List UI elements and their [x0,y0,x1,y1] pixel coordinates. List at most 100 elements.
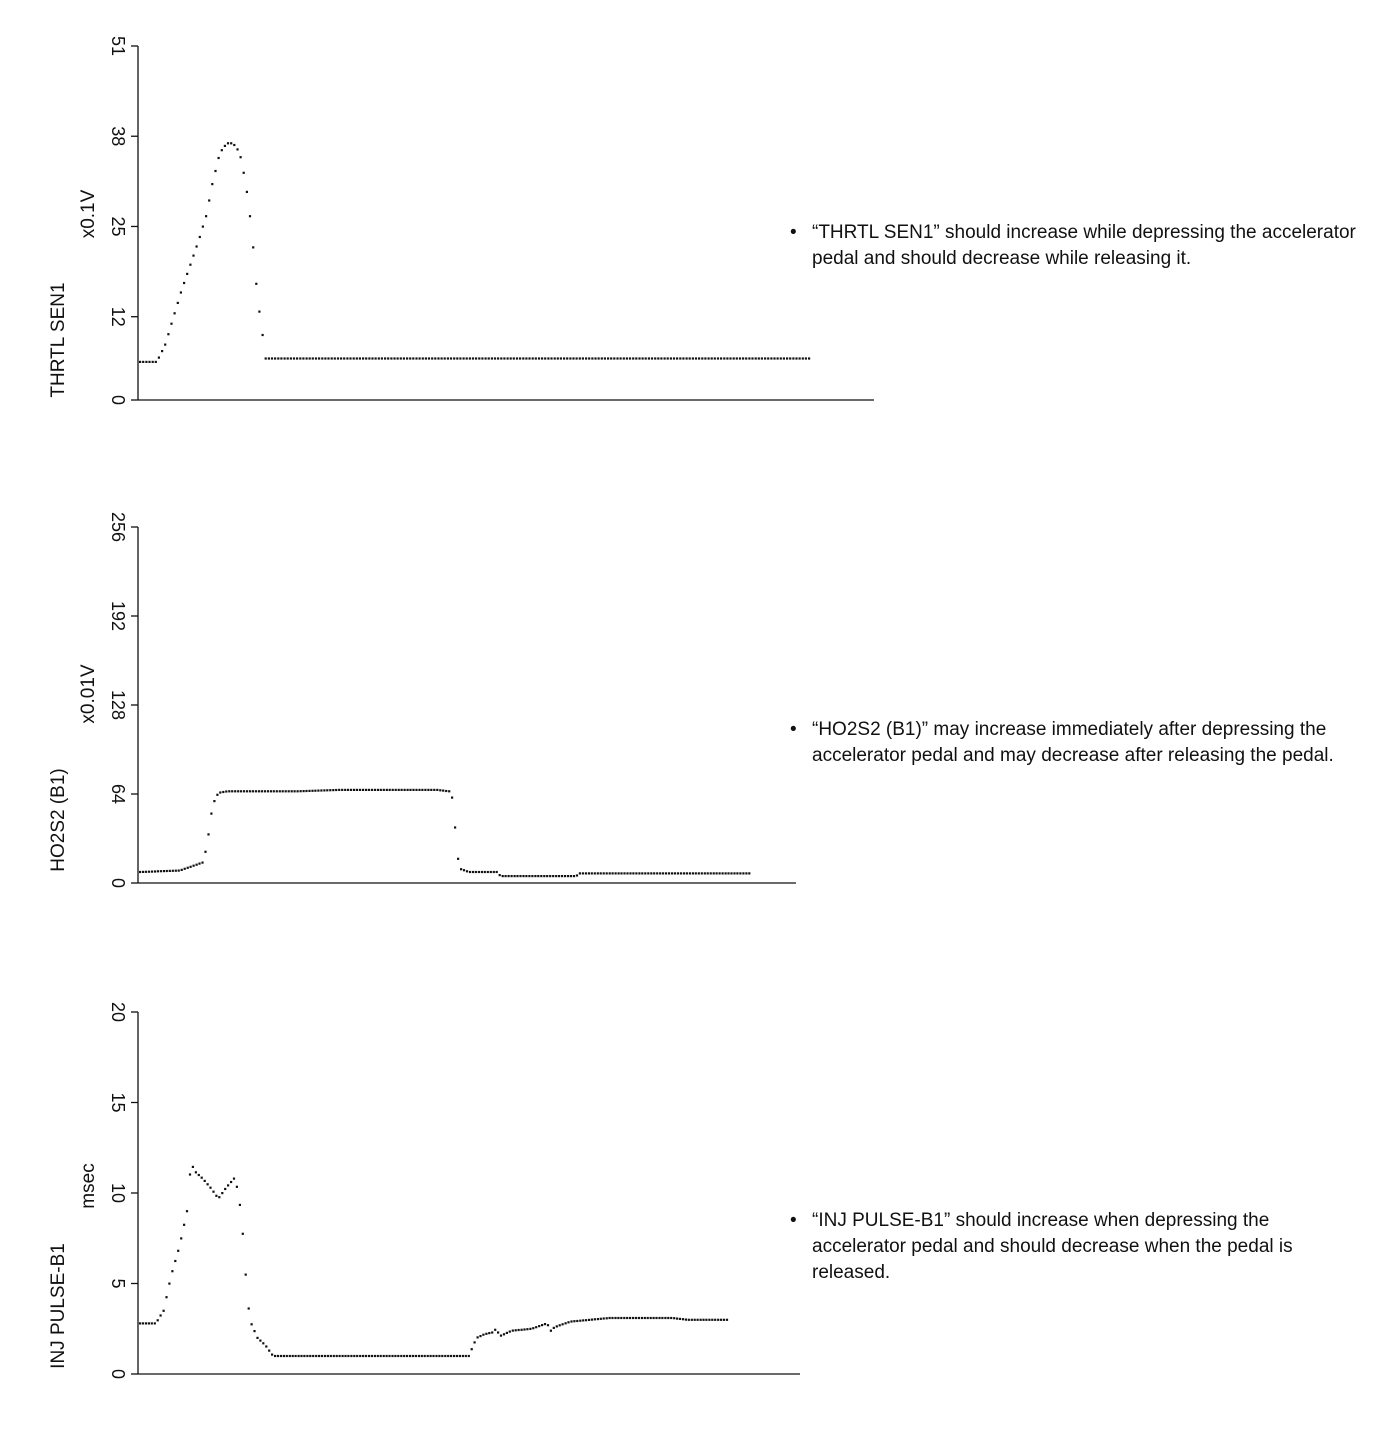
data-point [506,357,509,360]
data-point [549,875,552,878]
data-point [300,1354,303,1358]
data-point [189,865,192,868]
data-point [617,872,620,875]
data-point [678,1317,682,1320]
data-point [594,357,597,360]
data-point [150,1322,153,1325]
data-point [151,360,154,363]
data-point [691,872,694,875]
data-point [252,246,255,249]
data-point [192,864,195,867]
data-point [263,790,266,793]
data-point [207,833,210,836]
data-point [264,357,267,360]
data-point [564,1322,567,1325]
data-point [299,790,302,793]
data-point [218,1196,221,1199]
data-point [653,872,656,875]
data-point [632,357,635,360]
data-point [471,357,475,360]
data-point [471,870,475,874]
data-point [412,357,415,360]
data-point [710,357,713,360]
data-point [394,1354,397,1358]
data-point [415,357,418,360]
data-point [338,788,341,791]
data-point [384,357,387,360]
data-point [721,872,724,875]
chart-inj-pulse-b1: 0 5 10 15 20 INJ PULSE-B1 msec [48,1002,800,1379]
data-point [284,790,287,793]
note-inj-pulse-b1: • “INJ PULSE-B1” should increase when de… [790,1208,1342,1286]
data-point [720,1318,723,1321]
data-point [167,333,170,336]
data-point [358,357,361,360]
data-point [742,872,745,875]
data-points [139,142,811,363]
data-point [340,357,343,360]
data-point [336,357,340,360]
unit-label: x0.1V [78,189,99,238]
data-point [626,1316,629,1320]
data-point [147,870,151,873]
note-text: “THRTL SEN1” should increase while depre… [812,222,1356,269]
data-point [148,360,151,363]
data-point [242,171,245,174]
data-point [402,357,405,360]
data-point [776,357,779,360]
data-point [400,788,403,791]
data-point [514,1329,517,1332]
data-point [715,872,718,875]
data-point [256,1336,259,1339]
data-point [233,143,236,147]
data-point [176,301,179,304]
data-point [266,790,269,793]
data-point [437,357,440,360]
data-point [177,869,180,872]
data-point [282,1354,285,1358]
data-point [400,1354,403,1358]
data-point [522,357,525,360]
data-point [412,788,415,791]
data-point [326,1354,329,1358]
data-point [280,357,283,360]
data-point [490,357,493,360]
note-text: “INJ PULSE-B1” should increase when depr… [812,1210,1293,1283]
data-point [789,357,792,360]
data-point [700,872,703,875]
data-point [702,1318,705,1321]
data-point [611,1316,614,1320]
data-point [688,357,691,360]
data-point [488,1332,491,1335]
data-point [559,357,562,360]
data-point [519,357,522,360]
data-point [333,357,336,360]
data-point [499,1334,503,1337]
data-point [198,235,201,239]
data-point [454,826,457,829]
data-point [183,1223,186,1226]
data-point [192,254,195,257]
data-point [443,357,446,360]
data-point [713,357,716,360]
data-point [494,1328,497,1331]
data-point [272,790,275,793]
data-point [355,788,359,791]
data-point [670,1316,673,1320]
data-point [757,357,760,360]
data-point [330,357,333,360]
data-point [703,872,706,875]
data-point [435,1354,438,1358]
data-point [359,1354,362,1358]
data-point [444,1354,447,1358]
data-point [244,1273,247,1276]
data-point [370,788,373,791]
data-point [664,1316,667,1320]
data-point [314,789,317,792]
data-point [447,1354,450,1358]
data-point [147,1322,150,1325]
data-point [388,788,391,791]
data-point [232,1177,236,1180]
data-point [144,1322,148,1325]
